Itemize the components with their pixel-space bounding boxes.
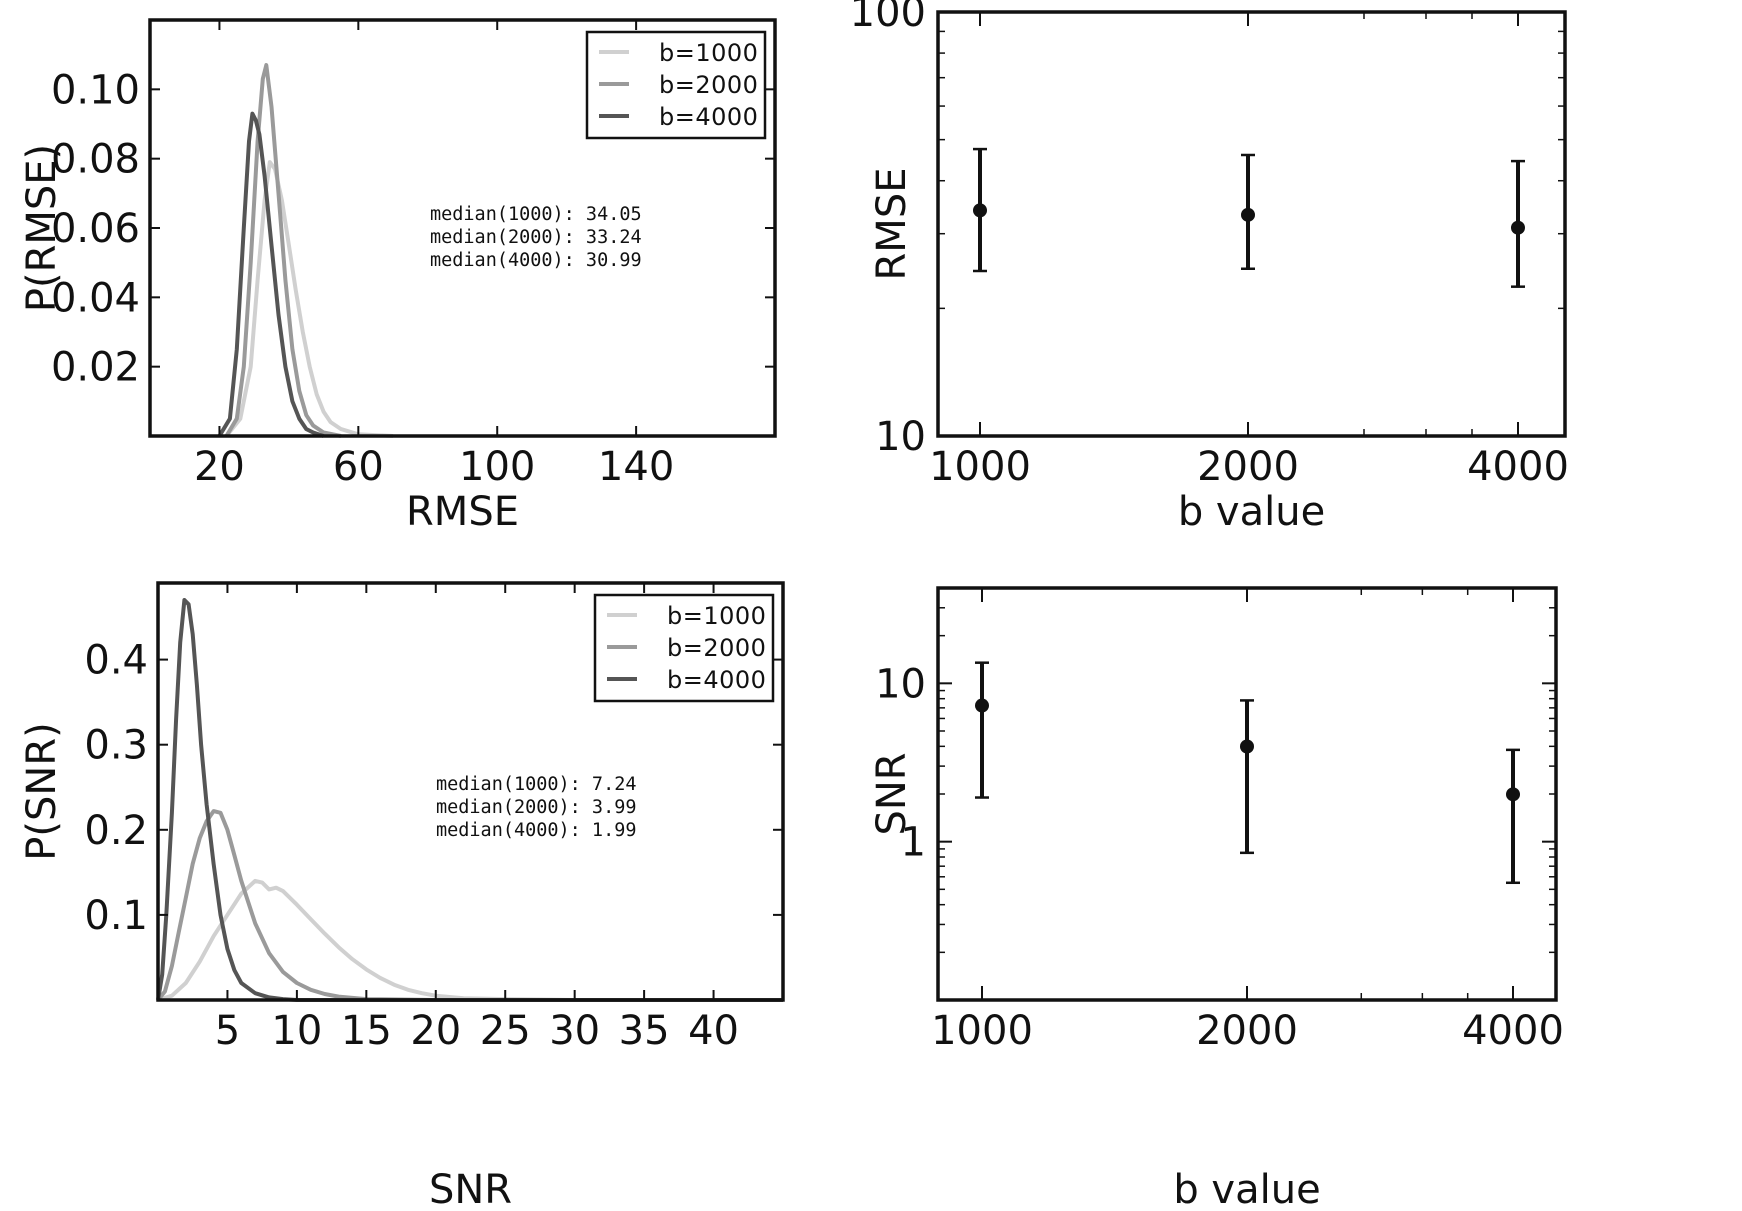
- y-axis-label: P(SNR): [19, 722, 65, 860]
- y-tick-label: 10: [875, 661, 926, 707]
- plot-frame: [156, 581, 785, 1002]
- x-tick-label: 2000: [1197, 444, 1299, 490]
- x-tick-label: 140: [598, 444, 674, 490]
- legend-label: b=2000: [659, 71, 758, 99]
- median-point: [973, 203, 987, 218]
- y-axis-label: SNR: [869, 752, 915, 835]
- median-point: [1506, 787, 1520, 802]
- y-tick-label: 0.4: [84, 638, 148, 684]
- x-axis-label: b value: [1173, 1167, 1320, 1211]
- x-tick-label: 100: [459, 444, 535, 490]
- y-tick-label: 0.1: [84, 893, 148, 939]
- y-tick-label: 10: [875, 414, 926, 460]
- legend-label: b=4000: [667, 666, 766, 694]
- series-line-b=2000: [156, 809, 783, 1002]
- series-line-b=1000: [157, 878, 783, 1002]
- median-annotation: median(4000): 30.99: [430, 250, 642, 271]
- series-line-b=4000: [217, 111, 325, 438]
- y-tick-label: 1: [901, 820, 926, 866]
- median-point: [1511, 220, 1525, 235]
- y-tick-label: 100: [850, 0, 926, 36]
- legend-label: b=1000: [659, 39, 758, 67]
- legend-label: b=1000: [667, 602, 766, 630]
- median-point: [1240, 739, 1254, 754]
- series-line-b=4000: [156, 598, 783, 1002]
- x-tick-label: 20: [194, 444, 245, 490]
- y-tick-label: 0.06: [51, 206, 140, 252]
- x-tick-label: 40: [688, 1008, 739, 1054]
- y-tick-label: 0.02: [51, 345, 140, 391]
- x-tick-label: 20: [410, 1008, 461, 1054]
- panel-snr-distribution: 5 10 15 20 25 30 35 40 0.1 0.2 0.3 0.4 SNR P(SNR) b=10…: [19, 581, 785, 1211]
- x-tick-label: 35: [619, 1008, 670, 1054]
- median-annotation: median(2000): 3.99: [436, 797, 636, 818]
- x-tick-label: 30: [549, 1008, 600, 1054]
- median-annotation: median(1000): 34.05: [430, 204, 642, 225]
- x-tick-label: 5: [215, 1008, 240, 1054]
- plot-frame: [936, 10, 1567, 438]
- x-tick-label: 4000: [1462, 1008, 1564, 1054]
- median-annotation: median(1000): 7.24: [436, 774, 636, 795]
- y-tick-label: 0.10: [51, 67, 140, 113]
- x-tick-label: 10: [271, 1008, 322, 1054]
- panel-snr-vs-b: 1 10 1000 2000 4000 b value SNR: [869, 586, 1564, 1211]
- legend-label: b=2000: [667, 634, 766, 662]
- panel-rmse-distribution: 20 60 100 140 0.02 0.04 0.06 0.08 0.10 RMSE P(RMSE…: [19, 18, 777, 535]
- y-tick-label: 0.04: [51, 275, 140, 321]
- panel-rmse-vs-b: 10 100 1000 2000 4000 b value RMSE: [850, 0, 1569, 535]
- x-tick-label: 1000: [929, 444, 1031, 490]
- x-tick-label: 1000: [931, 1008, 1033, 1054]
- y-tick-label: 0.08: [51, 137, 140, 183]
- x-tick-label: 60: [333, 444, 384, 490]
- median-point: [975, 698, 989, 713]
- y-axis-label: RMSE: [869, 168, 915, 281]
- x-tick-label: 15: [341, 1008, 392, 1054]
- median-annotation: median(2000): 33.24: [430, 227, 642, 248]
- median-point: [1241, 207, 1255, 222]
- y-axis-label: P(RMSE): [19, 144, 65, 312]
- x-axis-label: SNR: [429, 1167, 512, 1211]
- x-tick-label: 2000: [1196, 1008, 1298, 1054]
- series-line-b=2000: [224, 63, 342, 438]
- x-axis-label: b value: [1178, 489, 1325, 535]
- legend-label: b=4000: [659, 103, 758, 131]
- median-annotation: median(4000): 1.99: [436, 820, 636, 841]
- x-axis-label: RMSE: [406, 489, 519, 535]
- x-tick-label: 25: [480, 1008, 531, 1054]
- y-tick-label: 0.3: [84, 723, 148, 769]
- y-tick-label: 0.2: [84, 808, 148, 854]
- x-tick-label: 4000: [1467, 444, 1569, 490]
- series-line-b=1000: [224, 160, 394, 438]
